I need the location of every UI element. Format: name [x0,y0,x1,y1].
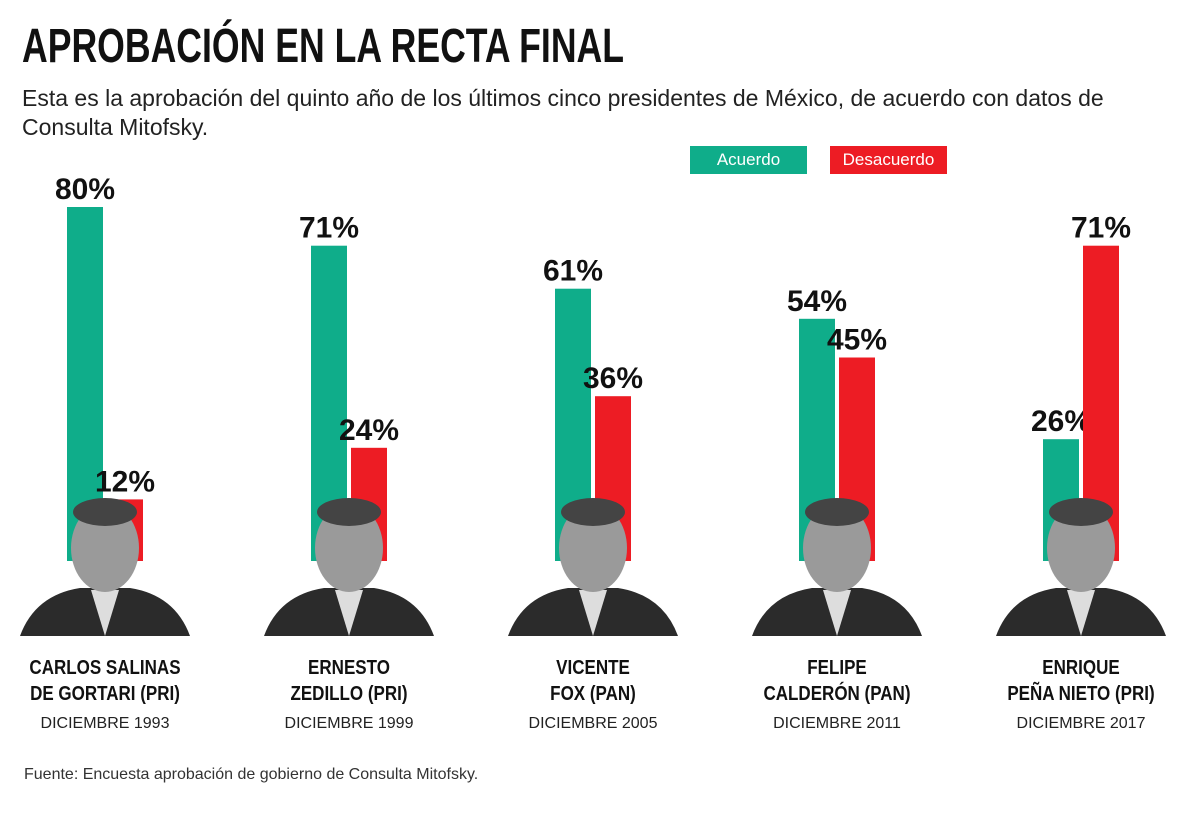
value-label: 12% [95,465,155,498]
portrait-shirt [823,590,851,636]
chart-title: APROBACIÓN EN LA RECTA FINAL [22,18,624,73]
date-label: DICIEMBRE 1993 [40,715,170,732]
portrait-head [803,504,871,592]
portrait-head [1047,504,1115,592]
portrait-head [71,504,139,592]
category-label: FELIPE CALDERÓN (PAN) [763,657,911,705]
value-label: 45% [827,324,887,357]
subtitle: Esta es la aprobación del quinto año de … [22,85,1104,140]
category-label: ENRIQUE PEÑA NIETO (PRI) [1007,657,1155,705]
value-label: 36% [583,362,643,395]
value-label: 54% [787,285,847,318]
portrait-shirt [91,590,119,636]
portrait-hair [1049,498,1113,526]
category-label: ERNESTO ZEDILLO (PRI) [290,657,408,705]
portrait-hair [317,498,381,526]
legend-item: Desacuerdo [830,146,947,174]
category-label: VICENTE FOX (PAN) [550,657,636,705]
value-label: 71% [299,212,359,245]
value-label: 26% [1031,405,1091,438]
portrait-hair [73,498,137,526]
value-label: 24% [339,414,399,447]
date-label: DICIEMBRE 2017 [1016,715,1146,732]
date-label: DICIEMBRE 2005 [528,715,658,732]
portrait-head [559,504,627,592]
value-label: 71% [1071,212,1131,245]
portrait-shirt [335,590,363,636]
date-label: DICIEMBRE 1999 [284,715,414,732]
portrait-hair [805,498,869,526]
portrait-hair [561,498,625,526]
value-label: 80% [55,173,115,206]
source: Fuente: Encuesta aprobación de gobierno … [24,766,479,783]
date-label: DICIEMBRE 2011 [773,715,901,732]
portrait-shirt [579,590,607,636]
legend-item: Acuerdo [690,146,807,174]
category-label: CARLOS SALINAS DE GORTARI (PRI) [29,657,181,705]
portrait-shirt [1067,590,1095,636]
value-label: 61% [543,255,603,288]
portrait-head [315,504,383,592]
